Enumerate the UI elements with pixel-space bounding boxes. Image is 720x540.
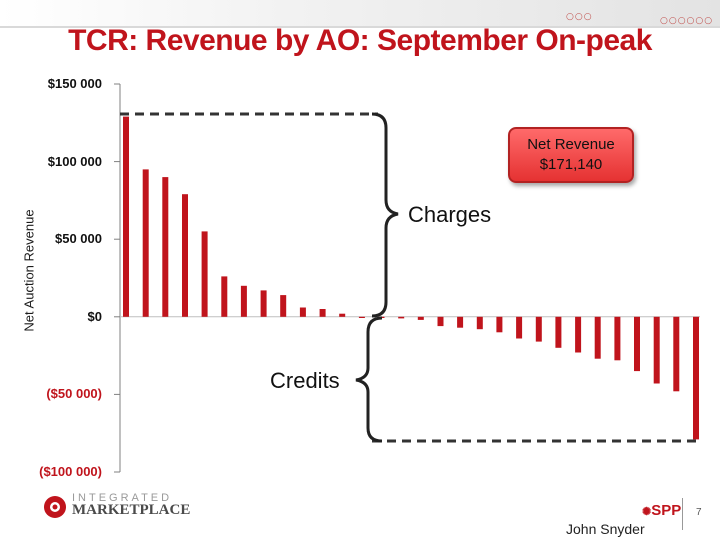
bar	[260, 290, 267, 317]
bar	[634, 316, 640, 372]
credits-label: Credits	[270, 368, 340, 393]
charges-label: Charges	[408, 202, 492, 227]
bar	[358, 316, 365, 318]
header-divider	[0, 26, 720, 28]
credits-brace	[355, 316, 383, 443]
logo-top-text: INTEGRATED	[72, 492, 173, 504]
presenter-name: John Snyder	[566, 521, 645, 537]
bar	[496, 316, 503, 333]
bar	[398, 316, 405, 319]
y-tick-label: ($100 000)	[39, 464, 102, 479]
logo-emblem-icon	[44, 496, 66, 518]
bar	[516, 316, 523, 339]
decor-dots-icon: ○○○	[566, 12, 593, 22]
spp-star-icon: ✺	[642, 506, 652, 518]
bar	[142, 169, 149, 317]
bar	[457, 316, 464, 328]
y-tick-label: $0	[87, 308, 102, 324]
bar	[575, 316, 582, 353]
bar	[594, 316, 601, 359]
bar	[299, 307, 306, 317]
bar	[240, 285, 247, 317]
y-tick-label: $150 000	[47, 76, 102, 91]
bar	[319, 309, 326, 317]
bar	[201, 231, 208, 317]
bar	[339, 313, 346, 317]
bar	[417, 316, 424, 320]
bar	[673, 316, 680, 392]
y-tick-label: $100 000	[47, 153, 102, 169]
bar	[535, 316, 542, 342]
bar	[123, 116, 129, 317]
bar	[693, 316, 699, 440]
bar	[182, 194, 188, 317]
decor-dots-icon: ○○○○○○	[660, 16, 714, 26]
y-axis-ticks	[114, 83, 120, 473]
bar	[280, 295, 287, 317]
net-revenue-value: $171,140	[539, 156, 603, 173]
bar	[614, 316, 621, 361]
bar	[162, 177, 169, 317]
page-number: 7	[696, 507, 702, 518]
header-band	[0, 0, 720, 26]
bar	[437, 316, 444, 327]
y-tick-label: $50 000	[55, 231, 102, 247]
net-revenue-callout: Net Revenue $171,140	[508, 127, 634, 183]
footer-divider	[682, 498, 683, 530]
bar	[221, 276, 228, 317]
bar-series	[123, 116, 699, 440]
spp-brand: ✺SPP	[642, 502, 681, 519]
charges-brace	[371, 112, 399, 318]
bar	[555, 316, 562, 348]
y-tick-label: ($50 000)	[46, 386, 102, 402]
net-revenue-label: Net Revenue	[527, 136, 615, 153]
bar	[476, 316, 483, 330]
logo-main-text: MARKETPLACE	[72, 502, 191, 518]
spp-brand-text: SPP	[651, 502, 682, 519]
page-title: TCR: Revenue by AO: September On-peak	[68, 24, 652, 57]
bar	[653, 316, 660, 384]
